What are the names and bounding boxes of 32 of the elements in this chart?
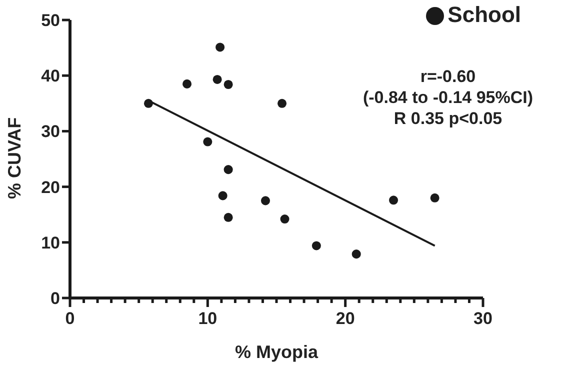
point [430,193,440,202]
y-tick-label: 50 [41,10,60,30]
point [216,42,225,52]
x-tick-label: 30 [474,309,492,328]
y-tick-label: 20 [41,178,60,197]
annotation: r=-0.60 [419,66,477,87]
point [280,214,290,224]
point [224,80,233,89]
y-tick-label: 30 [41,122,60,142]
x-tick-label: 0 [65,309,75,328]
annotation: (-0.84 to -0.14 95%CI) [362,87,534,108]
point [218,191,228,200]
point [260,196,270,206]
point [277,98,287,108]
annotation: R 0.35 p<0.05 [392,108,504,129]
y-tick-label: 40 [41,66,60,86]
point [212,74,222,84]
point [352,250,361,259]
point [203,137,212,146]
x-axis-title: % Myopia [234,342,319,362]
y-tick-label: 10 [41,233,60,252]
point [389,196,398,205]
point [224,212,233,222]
y-axis-title: % CUVAF [4,117,24,199]
point [182,79,192,88]
point [144,98,153,108]
point [224,165,233,174]
x-tick-label: 10 [198,309,218,328]
point [312,241,321,250]
y-tick-label: 0 [50,288,60,308]
x-tick-label: 20 [336,309,355,328]
legend-label: School [448,2,521,27]
